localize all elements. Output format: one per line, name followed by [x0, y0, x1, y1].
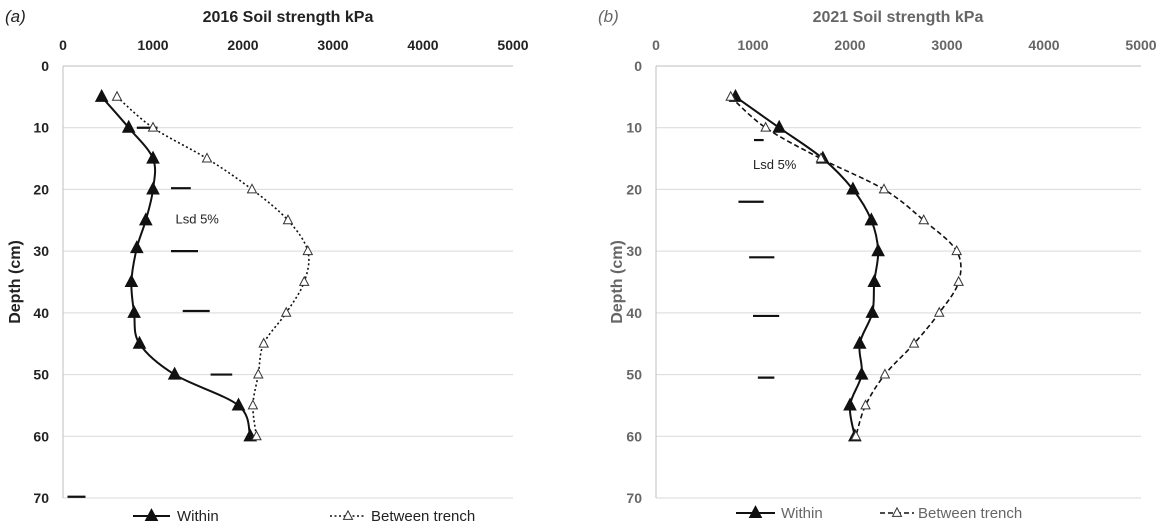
x-tick-label: 1000: [137, 37, 168, 53]
x-tick-label: 1000: [737, 37, 768, 53]
y-tick-label: 20: [626, 181, 642, 197]
data-point: [933, 306, 945, 317]
series-line-1: [734, 96, 880, 437]
data-point: [280, 306, 292, 317]
data-point: [258, 337, 270, 348]
data-point: [854, 366, 869, 380]
y-tick-label: 60: [33, 428, 49, 444]
chart-panel-1: (a) 2016 Soil strength kPa 0 10 20 30 40 50 60 70…: [5, 7, 529, 525]
y-axis-label: Depth (cm): [609, 240, 626, 324]
y-tick-label: 20: [33, 181, 49, 197]
legend-marker-between: [891, 506, 903, 517]
x-tick-label: 3000: [317, 37, 348, 53]
data-point: [147, 121, 159, 132]
data-point: [951, 244, 963, 256]
data-point: [953, 275, 964, 286]
x-tick-label: 5000: [1125, 37, 1156, 53]
data-point: [908, 337, 920, 348]
chart-panel-2: (b) 2021 Soil strength kPa 0 10 20 30 40 50 60 70…: [598, 7, 1157, 522]
y-tick-label: 40: [33, 305, 49, 321]
x-tick-label: 4000: [407, 37, 438, 53]
x-tick-label: 0: [59, 37, 67, 53]
lsd-annotation: Lsd 5%: [176, 211, 220, 226]
data-point: [252, 368, 264, 379]
data-point: [167, 366, 182, 380]
data-point: [246, 183, 258, 194]
legend-label-between: Between trench: [918, 505, 1022, 522]
data-point: [302, 244, 314, 256]
y-tick-label: 50: [33, 367, 49, 383]
data-point: [298, 275, 310, 286]
legend-marker-within: [144, 508, 159, 522]
data-point: [111, 90, 123, 101]
data-point: [850, 430, 862, 441]
data-point: [146, 181, 160, 195]
data-point: [846, 181, 860, 195]
y-tick-label: 50: [626, 367, 642, 383]
data-point: [725, 90, 737, 101]
x-tick-label: 2000: [834, 37, 865, 53]
legend-marker-between: [342, 509, 354, 520]
data-point: [815, 152, 827, 163]
x-tick-label: 3000: [931, 37, 962, 53]
legend-label-between: Between trench: [371, 508, 475, 525]
y-tick-label: 10: [33, 120, 49, 136]
data-point: [760, 121, 771, 132]
y-axis-label: Depth (cm): [7, 240, 24, 324]
data-point: [879, 368, 891, 379]
x-tick-label: 0: [652, 37, 660, 53]
y-tick-label: 30: [33, 243, 49, 259]
x-tick-label: 5000: [497, 37, 528, 53]
data-point: [121, 119, 136, 133]
data-point: [878, 183, 890, 194]
x-tick-label: 4000: [1028, 37, 1059, 53]
panel-label: (b): [598, 7, 619, 26]
series-line-1: [100, 96, 252, 437]
data-point: [772, 119, 787, 133]
data-point: [132, 335, 147, 349]
data-point: [918, 214, 930, 225]
data-point: [852, 335, 867, 349]
chart-title: 2016 Soil strength kPa: [203, 9, 374, 26]
chart-title: 2021 Soil strength kPa: [813, 9, 984, 26]
data-point: [864, 212, 879, 226]
data-point: [138, 212, 153, 226]
y-tick-label: 10: [626, 120, 642, 136]
data-point: [124, 274, 139, 288]
data-point: [231, 397, 246, 411]
series-line-2: [730, 96, 962, 437]
data-point: [871, 243, 885, 257]
y-tick-label: 0: [634, 58, 642, 74]
legend-label-within: Within: [177, 508, 219, 525]
lsd-annotation: Lsd 5%: [753, 157, 797, 172]
data-point: [282, 214, 294, 225]
panel-label: (a): [5, 7, 26, 26]
data-point: [867, 274, 882, 288]
y-tick-label: 70: [33, 490, 49, 506]
data-point: [129, 240, 144, 254]
y-tick-label: 70: [626, 490, 642, 506]
data-point: [865, 304, 880, 318]
data-point: [860, 399, 871, 410]
data-point: [251, 430, 262, 441]
y-tick-label: 40: [626, 305, 642, 321]
x-tick-label: 2000: [227, 37, 258, 53]
data-point: [146, 150, 160, 164]
legend-label-within: Within: [781, 505, 823, 522]
data-point: [94, 88, 109, 102]
data-point: [843, 397, 857, 411]
data-point: [247, 399, 259, 410]
data-point: [201, 152, 213, 163]
y-tick-label: 30: [626, 243, 642, 259]
y-tick-label: 60: [626, 428, 642, 444]
legend-marker-within: [748, 505, 763, 519]
data-point: [127, 304, 141, 318]
y-tick-label: 0: [41, 58, 49, 74]
